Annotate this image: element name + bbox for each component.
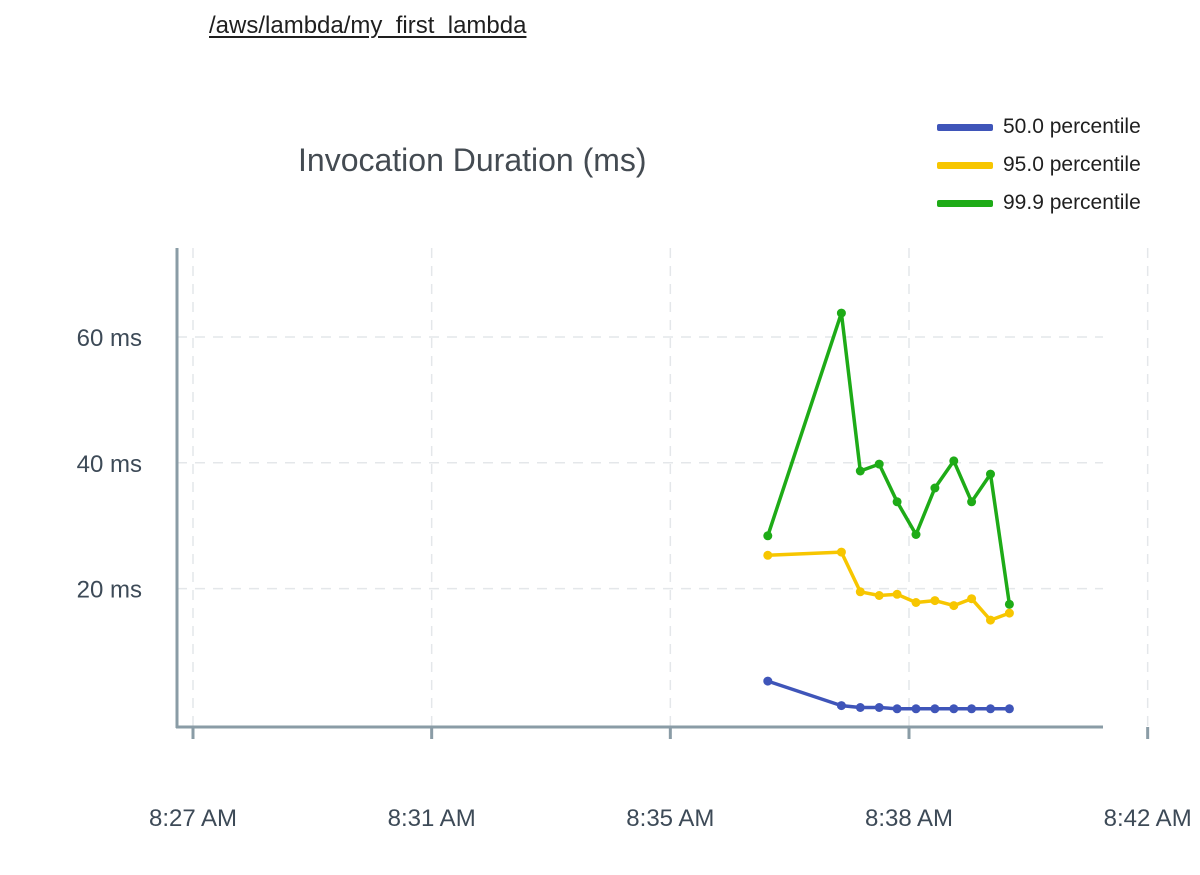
data-point-p999[interactable] xyxy=(949,456,959,466)
data-point-p95[interactable] xyxy=(986,615,995,625)
x-tick-label: 8:35 AM xyxy=(626,805,714,832)
chart-legend: 50.0 percentile 95.0 percentile 99.9 per… xyxy=(937,108,1187,222)
legend-swatch-p95 xyxy=(937,161,993,169)
y-tick-label: 60 ms xyxy=(77,325,142,352)
data-point-p999[interactable] xyxy=(1004,599,1014,609)
data-point-p95[interactable] xyxy=(855,587,865,597)
data-point-p50[interactable] xyxy=(855,703,865,712)
data-point-p95[interactable] xyxy=(874,591,884,600)
data-point-p95[interactable] xyxy=(911,598,921,607)
series-line-p999 xyxy=(766,311,1012,607)
legend-swatch-p50 xyxy=(937,123,993,131)
x-tick-label: 8:38 AM xyxy=(865,805,953,832)
data-point-p50[interactable] xyxy=(986,704,995,714)
chart-axes xyxy=(175,248,1150,739)
data-point-p95[interactable] xyxy=(949,601,959,611)
y-tick-label: 20 ms xyxy=(77,577,142,604)
data-point-p50[interactable] xyxy=(836,701,846,711)
data-point-p95[interactable] xyxy=(836,547,846,557)
data-point-p50[interactable] xyxy=(874,703,884,712)
x-tick-label: 8:42 AM xyxy=(1104,805,1192,832)
data-point-p999[interactable] xyxy=(874,459,884,469)
chart-title: Invocation Duration (ms) xyxy=(298,142,647,178)
legend-label-p50: 50.0 percentile xyxy=(1003,115,1141,138)
data-point-p95[interactable] xyxy=(967,594,977,604)
legend-label-p999: 99.9 percentile xyxy=(1003,191,1141,214)
data-point-p999[interactable] xyxy=(930,483,940,493)
data-point-p999[interactable] xyxy=(967,497,977,507)
data-point-p999[interactable] xyxy=(892,497,902,507)
data-point-p50[interactable] xyxy=(930,704,940,714)
data-point-p50[interactable] xyxy=(892,704,902,714)
series-line-p95 xyxy=(766,550,1012,622)
legend-item-p999[interactable]: 99.9 percentile xyxy=(937,184,1187,222)
chart-tick-labels: 20 ms 40 ms 60 ms 8:27 AM 8:31 AM 8:35 AM 8:38… xyxy=(77,325,1192,832)
x-tick-label: 8:31 AM xyxy=(388,805,476,832)
data-point-p999[interactable] xyxy=(986,469,995,479)
data-point-p50[interactable] xyxy=(967,704,977,714)
data-point-p95[interactable] xyxy=(763,550,773,560)
legend-label-p95: 95.0 percentile xyxy=(1003,153,1141,176)
y-tick-label: 40 ms xyxy=(77,451,142,478)
data-point-p999[interactable] xyxy=(855,466,865,476)
legend-item-p95[interactable]: 95.0 percentile xyxy=(937,146,1187,184)
log-group-link[interactable]: /aws/lambda/my_first_lambda xyxy=(209,12,527,39)
data-point-p999[interactable] xyxy=(763,531,773,541)
legend-swatch-p999 xyxy=(937,199,993,207)
chart-grid xyxy=(177,248,1149,727)
data-point-p95[interactable] xyxy=(1004,608,1014,618)
data-point-p50[interactable] xyxy=(763,676,773,686)
chart-series xyxy=(763,308,1014,714)
x-tick-label: 8:27 AM xyxy=(149,805,237,832)
data-point-p95[interactable] xyxy=(892,589,902,599)
data-point-p999[interactable] xyxy=(836,308,846,318)
data-point-p50[interactable] xyxy=(949,704,959,714)
data-point-p50[interactable] xyxy=(1004,704,1014,714)
data-point-p95[interactable] xyxy=(930,596,940,606)
legend-item-p50[interactable]: 50.0 percentile xyxy=(937,108,1187,146)
data-point-p50[interactable] xyxy=(911,704,921,714)
data-point-p999[interactable] xyxy=(911,530,921,539)
